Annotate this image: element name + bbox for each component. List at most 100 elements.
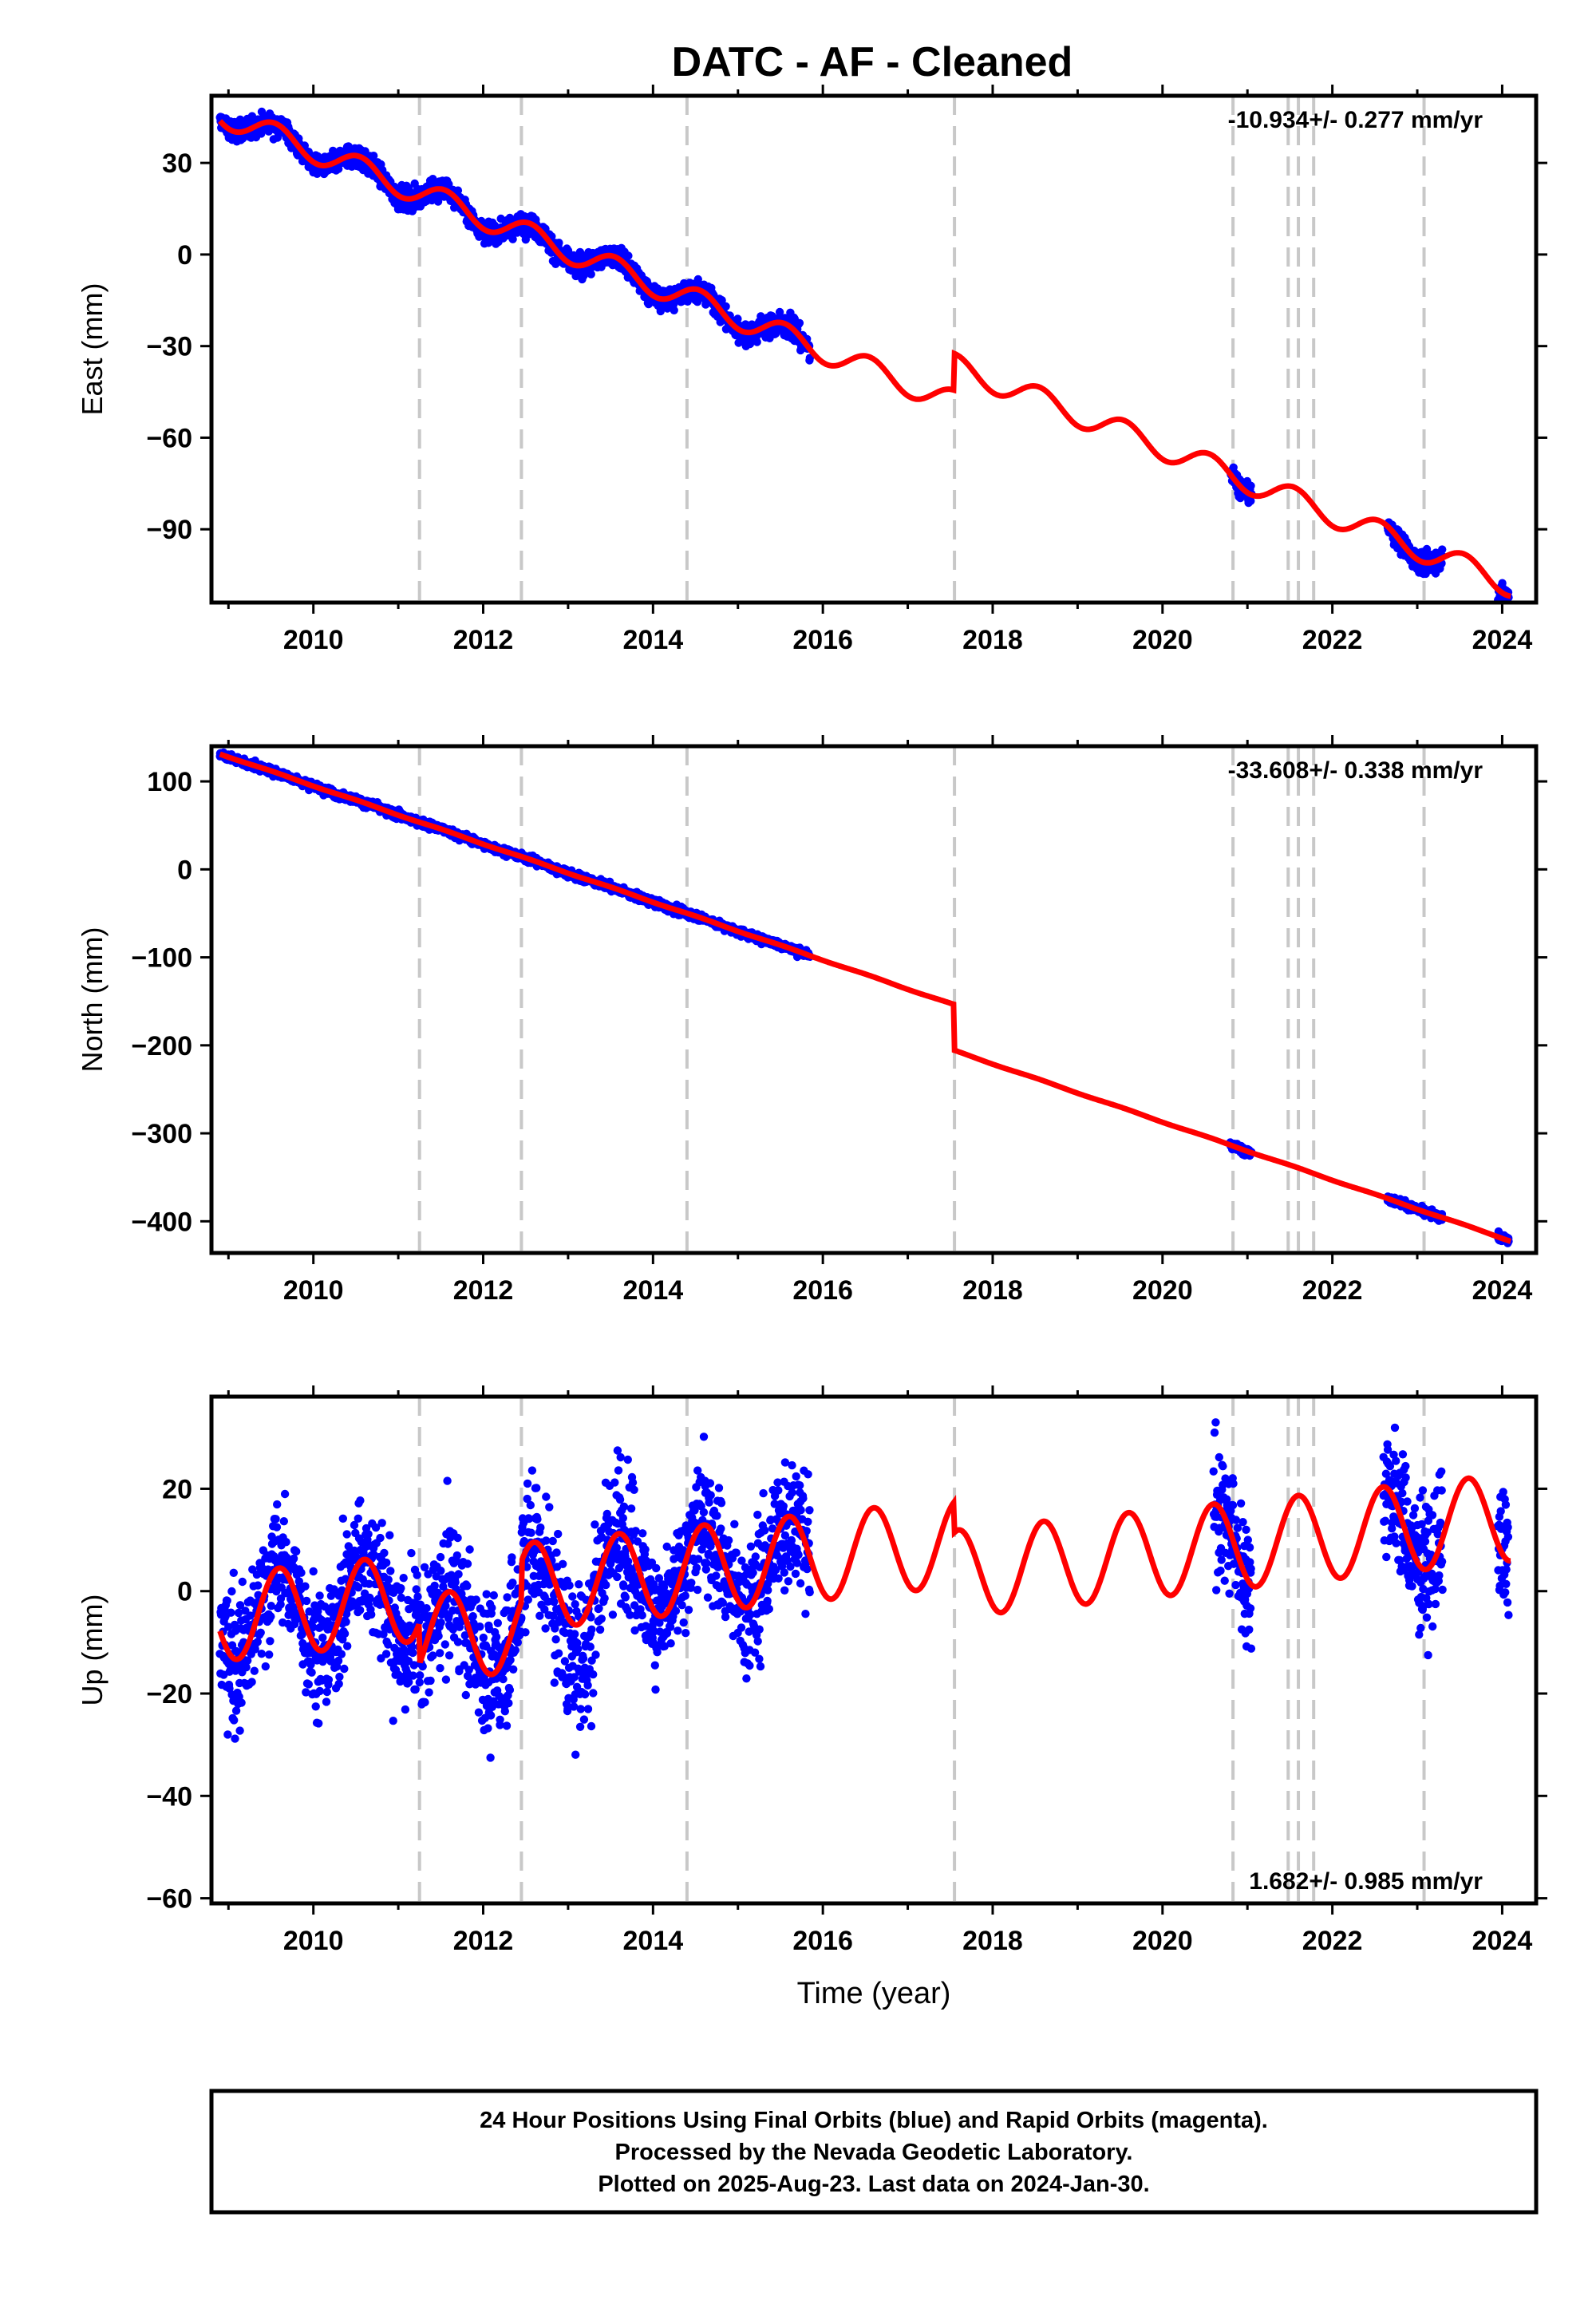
data-point bbox=[338, 1514, 347, 1524]
data-point bbox=[753, 338, 761, 346]
data-point bbox=[273, 1500, 282, 1509]
data-point bbox=[1246, 481, 1255, 490]
data-point bbox=[230, 1716, 239, 1725]
data-point bbox=[292, 1547, 301, 1556]
data-point bbox=[418, 1662, 427, 1671]
data-point bbox=[337, 1650, 346, 1658]
x-tick-label: 2012 bbox=[453, 1275, 514, 1306]
y-tick-label: −90 bbox=[146, 515, 192, 545]
data-point bbox=[380, 1548, 389, 1558]
data-point bbox=[354, 1514, 362, 1524]
y-tick-label: 100 bbox=[147, 767, 192, 797]
y-tick-label: −200 bbox=[131, 1031, 192, 1061]
data-point bbox=[250, 1666, 259, 1675]
x-tick-label: 2010 bbox=[283, 625, 344, 655]
data-point bbox=[365, 1595, 374, 1603]
data-point bbox=[413, 1592, 422, 1601]
data-point bbox=[223, 1596, 231, 1606]
data-point bbox=[322, 1697, 331, 1706]
data-point bbox=[440, 1640, 449, 1649]
data-point bbox=[237, 1698, 246, 1707]
data-point bbox=[426, 1676, 435, 1686]
data-point bbox=[356, 1606, 365, 1614]
data-point bbox=[314, 1719, 323, 1728]
data-point bbox=[437, 1618, 445, 1627]
data-point bbox=[436, 1664, 444, 1673]
x-tick-label: 2024 bbox=[1472, 1275, 1533, 1306]
data-point bbox=[311, 1702, 320, 1711]
data-point bbox=[315, 1591, 324, 1600]
data-point bbox=[238, 1577, 247, 1587]
north-panel: 2010 2012 2014 2016 2018 2020 2022 20241000−100… bbox=[76, 735, 1547, 1306]
rate-label: -10.934+/- 0.277 mm/yr bbox=[1228, 107, 1483, 133]
rate-label: -33.608+/- 0.338 mm/yr bbox=[1228, 757, 1483, 784]
data-point bbox=[377, 1519, 386, 1528]
data-point bbox=[282, 1538, 290, 1547]
x-tick-label: 2022 bbox=[1302, 1275, 1363, 1306]
data-point bbox=[795, 318, 804, 327]
y-tick-label: 0 bbox=[177, 855, 192, 885]
y-tick-label: −400 bbox=[131, 1207, 192, 1237]
data-point bbox=[257, 1650, 266, 1658]
data-point bbox=[297, 1568, 306, 1577]
data-point bbox=[1438, 545, 1447, 554]
data-point bbox=[309, 1567, 318, 1576]
data-point bbox=[265, 1650, 274, 1659]
data-point bbox=[397, 1583, 405, 1593]
data-point bbox=[227, 1587, 236, 1596]
data-point bbox=[272, 1523, 282, 1531]
data-point bbox=[307, 1668, 316, 1677]
data-point bbox=[382, 1558, 391, 1567]
data-point bbox=[340, 1664, 349, 1674]
x-tick-label: 2022 bbox=[1302, 625, 1363, 655]
data-point bbox=[381, 1650, 391, 1658]
data-point bbox=[385, 1531, 394, 1539]
data-point bbox=[422, 1604, 431, 1613]
up-panel: 2010 2012 2014 2016 2018 2020 2022 2024200−20−4… bbox=[76, 1385, 1547, 2010]
y-tick-label: −300 bbox=[131, 1119, 192, 1149]
model-curve bbox=[218, 119, 1511, 599]
data-point bbox=[508, 235, 517, 243]
data-point bbox=[247, 1678, 256, 1686]
data-point bbox=[416, 1671, 425, 1680]
data-point bbox=[386, 1567, 395, 1575]
y-tick-label: −30 bbox=[146, 332, 192, 362]
data-point bbox=[775, 307, 784, 317]
x-tick-label: 2018 bbox=[962, 625, 1023, 655]
data-point bbox=[413, 1571, 421, 1579]
data-point bbox=[231, 1734, 239, 1743]
x-tick-label: 2020 bbox=[1132, 625, 1193, 655]
data-point bbox=[364, 1530, 373, 1539]
event-lines bbox=[417, 746, 1426, 1253]
data-point bbox=[256, 1628, 265, 1637]
x-tick-label: 2012 bbox=[453, 625, 514, 655]
data-point bbox=[384, 1575, 393, 1584]
data-point bbox=[624, 251, 633, 260]
x-tick-label: 2010 bbox=[283, 1275, 344, 1306]
data-point bbox=[453, 186, 463, 195]
data-point bbox=[335, 1672, 344, 1682]
data-point bbox=[227, 1608, 235, 1617]
data-point bbox=[367, 1610, 376, 1619]
data-point bbox=[302, 1596, 311, 1606]
data-point bbox=[343, 1642, 352, 1650]
data-point bbox=[670, 306, 678, 314]
data-point bbox=[231, 1706, 241, 1715]
data-point bbox=[318, 1633, 327, 1642]
x-tick-label: 2024 bbox=[1472, 625, 1533, 655]
data-point bbox=[409, 1648, 417, 1658]
data-point bbox=[1246, 496, 1255, 505]
x-tick-label: 2020 bbox=[1132, 1275, 1193, 1306]
data-point bbox=[411, 1685, 420, 1694]
data-point bbox=[425, 1688, 433, 1697]
x-tick-label: 2016 bbox=[792, 625, 853, 655]
data-point bbox=[436, 1552, 445, 1562]
x-tick-label: 2014 bbox=[623, 1275, 684, 1306]
y-axis-label: East (mm) bbox=[76, 283, 109, 416]
data-point bbox=[280, 1489, 290, 1499]
data-point bbox=[253, 1638, 262, 1646]
y-axis-label: North (mm) bbox=[76, 927, 109, 1073]
chart-title: DATC - AF - Cleaned bbox=[672, 39, 1073, 85]
data-point bbox=[334, 1679, 343, 1689]
